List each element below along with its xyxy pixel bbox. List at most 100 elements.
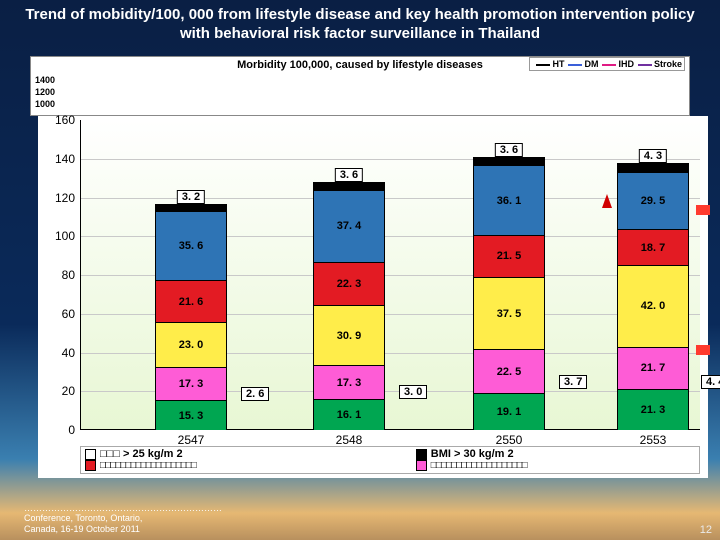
back-ytick: 1000 [35,99,55,109]
legend-item: BMI > 30 kg/m 2 [416,448,527,460]
bar-segment: 18. 7 [618,229,688,265]
legend-swatch [416,449,427,460]
bar-top-label: 4. 3 [639,149,667,163]
legend-item: □□□□□□□□□□□□□□□□□□□ [85,460,196,471]
bar-segment: 23. 0 [156,322,226,367]
segment-label: 21. 5 [497,250,521,262]
bar-segment: 37. 5 [474,277,544,350]
background-accent [696,345,710,355]
bar-segment: 16. 1 [314,399,384,430]
bar-segment: 37. 4 [314,190,384,262]
bar-segment: 15. 3 [156,400,226,430]
legend-label: □□□□□□□□□□□□□□□□□□□ [100,460,196,471]
segment-label: 37. 5 [497,308,521,320]
bar-top-label: 3. 6 [495,143,523,157]
legend-label: BMI > 30 kg/m 2 [431,448,514,460]
back-legend-item: DM [564,59,598,69]
stacked-bar: 37. 422. 330. 917. 316. 13. 6 [313,182,385,429]
bar-segment [618,164,688,172]
legend-swatch [416,460,427,471]
x-axis-label: 2548 [336,433,363,447]
bar-segment: 21. 7 [618,347,688,389]
segment-label: 17. 3 [179,378,203,390]
bar-segment: 29. 5 [618,172,688,229]
bar-segment: 19. 1 [474,393,544,430]
main-chart: 0 20 40 60 80 100 120 140 160 35. 6 21. 6 23. 0 17. … [38,116,708,478]
segment-label: 18. 7 [641,242,665,254]
y-axis-label: 60 [62,307,75,321]
segment-label: 16. 1 [337,409,361,421]
back-legend-item: IHD [598,59,634,69]
legend-column: □□□ > 25 kg/m 2□□□□□□□□□□□□□□□□□□□ [85,448,196,471]
back-ytick: 1400 [35,75,55,85]
back-chart-panel: Morbidity 100,000, caused by lifestyle d… [30,56,690,116]
segment-label: 36. 1 [497,195,521,207]
bar-segment: 36. 1 [474,165,544,235]
segment-label: 15. 3 [179,410,203,422]
segment-label: 21. 7 [641,362,665,374]
legend-column: BMI > 30 kg/m 2□□□□□□□□□□□□□□□□□□□ [416,448,527,471]
y-axis-label: 40 [62,346,75,360]
bar-segment: 17. 3 [156,367,226,401]
bar-segment [314,183,384,190]
segment-label: 37. 4 [337,220,361,232]
bar-segment: 21. 3 [618,389,688,430]
slide-title: Trend of mobidity/100, 000 from lifestyl… [20,6,700,44]
segment-label: 22. 5 [497,366,521,378]
background-accent [696,205,710,215]
segment-label: 35. 6 [179,240,203,252]
plot-area: 02040608010012014016035. 621. 623. 017. … [80,120,700,430]
bar-segment: 17. 3 [314,365,384,399]
back-ytick: 1200 [35,87,55,97]
y-axis-label: 80 [62,268,75,282]
stacked-bar: 29. 518. 742. 021. 721. 34. 3 [617,163,689,429]
legend-swatch [85,449,96,460]
side-callout: 3. 0 [399,385,427,399]
bar-segment: 35. 6 [156,211,226,280]
bar-segment: 22. 5 [474,349,544,393]
highlight-arrow-icon [602,194,612,208]
back-legend-item: HT [532,59,564,69]
segment-label: 23. 0 [179,339,203,351]
y-axis-label: 20 [62,384,75,398]
y-axis-label: 120 [55,191,75,205]
gridline [81,159,700,160]
segment-label: 19. 1 [497,406,521,418]
y-axis-label: 140 [55,152,75,166]
x-axis-label: 2550 [496,433,523,447]
bar-top-label: 3. 2 [177,190,205,204]
side-callout: 4. 4 [701,375,720,389]
y-axis-label: 160 [55,113,75,127]
bar-top-label: 3. 6 [335,168,363,182]
stacked-bar: 35. 621. 623. 017. 315. 33. 2 [155,204,227,429]
segment-label: 21. 6 [179,296,203,308]
chart-legend: □□□ > 25 kg/m 2□□□□□□□□□□□□□□□□□□□BMI > … [80,446,700,474]
bar-segment: 30. 9 [314,305,384,365]
y-axis-label: 100 [55,229,75,243]
bar-segment: 21. 6 [156,280,226,322]
bar-segment: 22. 3 [314,262,384,305]
legend-swatch [85,460,96,471]
x-axis-label: 2547 [178,433,205,447]
segment-label: 42. 0 [641,300,665,312]
segment-label: 17. 3 [337,377,361,389]
y-axis-label: 0 [68,423,75,437]
legend-label: □□□□□□□□□□□□□□□□□□□ [431,460,527,471]
slide: Trend of mobidity/100, 000 from lifestyl… [0,0,720,540]
footer-citation: …………………………………………………………Conference, Toront… [24,503,284,534]
legend-item: □□□ > 25 kg/m 2 [85,448,196,460]
segment-label: 22. 3 [337,278,361,290]
side-callout: 2. 6 [241,387,269,401]
back-chart-legend: HTDMIHDStroke [529,57,685,71]
x-axis-label: 2553 [640,433,667,447]
side-callout: 3. 7 [559,375,587,389]
stacked-bar: 36. 121. 537. 522. 519. 13. 6 [473,157,545,429]
segment-label: 30. 9 [337,330,361,342]
legend-item: □□□□□□□□□□□□□□□□□□□ [416,460,527,471]
bar-segment: 21. 5 [474,235,544,277]
segment-label: 21. 3 [641,404,665,416]
legend-label: □□□ > 25 kg/m 2 [100,448,183,460]
segment-label: 29. 5 [641,195,665,207]
page-number: 12 [700,524,712,536]
back-legend-item: Stroke [634,59,682,69]
